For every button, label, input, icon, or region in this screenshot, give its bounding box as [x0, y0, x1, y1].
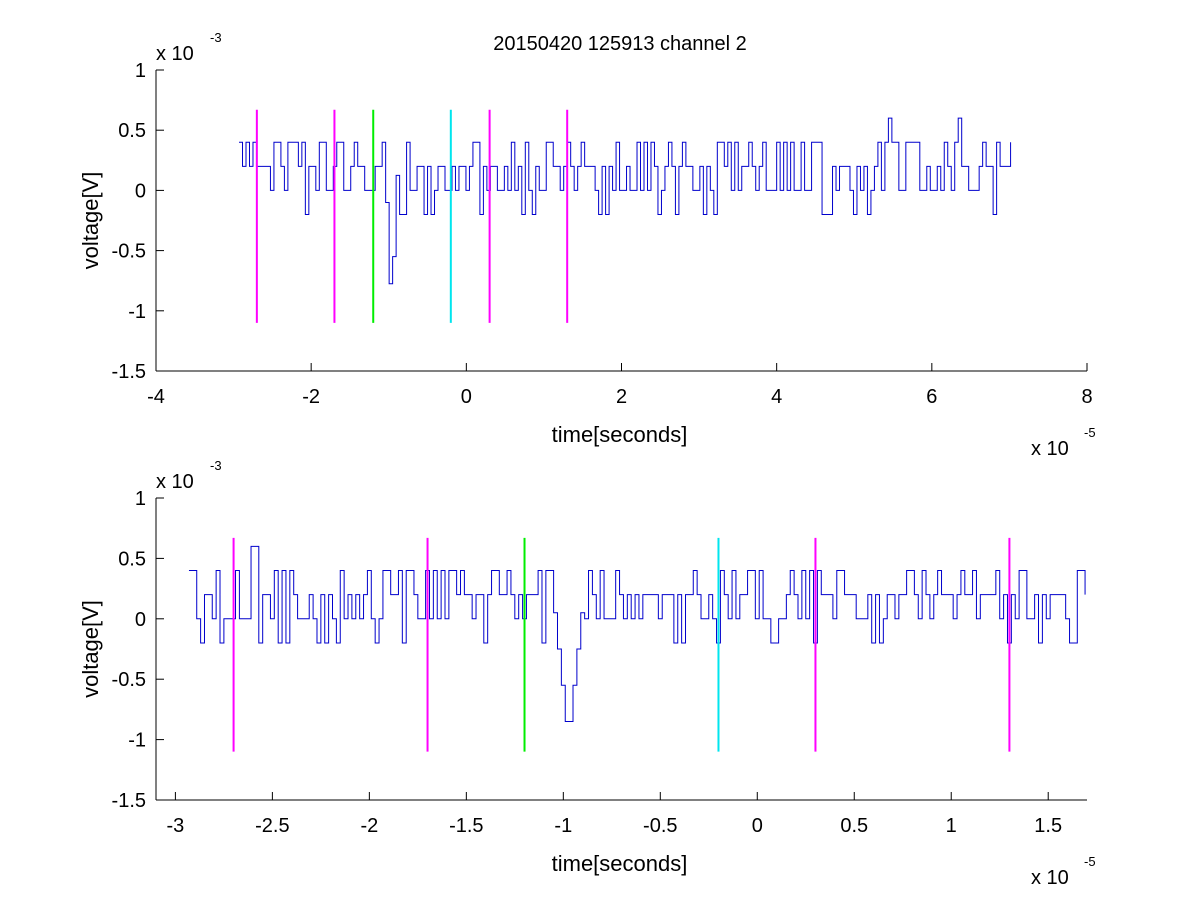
y-axis-label: voltage[V] — [78, 172, 103, 270]
x-tick-label: 4 — [771, 386, 782, 408]
plot-area — [156, 498, 1087, 800]
x-tick-label: -4 — [147, 386, 165, 408]
y-tick-label: 1 — [135, 60, 146, 82]
x-tick-label: 0.5 — [840, 815, 868, 837]
x-tick-label: 6 — [926, 386, 937, 408]
y-tick-label: 0.5 — [118, 120, 146, 142]
x-tick-label: -1.5 — [449, 815, 483, 837]
y-exponent-sup: -3 — [210, 30, 222, 45]
y-tick-label: -1.5 — [112, 361, 146, 383]
x-exponent-sup: -5 — [1084, 854, 1096, 869]
x-tick-label: 0 — [752, 815, 763, 837]
y-tick-label: 0 — [135, 180, 146, 202]
y-axis-label: voltage[V] — [78, 600, 103, 698]
y-tick-label: 0.5 — [118, 548, 146, 570]
x-tick-label: -1 — [554, 815, 572, 837]
y-exponent-sup: -3 — [210, 458, 222, 473]
y-exponent-label: x 10 — [156, 471, 194, 493]
figure-title: 20150420 125913 channel 2 — [493, 33, 747, 55]
y-tick-label: -1.5 — [112, 790, 146, 812]
x-tick-label: 1 — [946, 815, 957, 837]
top-plot: 1 0.5 0 -0.5 -1 -1.5-4 -2 0 2 4 6 8 time[seconds] vol… — [78, 30, 1096, 460]
x-tick-label: -2.5 — [255, 815, 289, 837]
x-tick-label: 1.5 — [1034, 815, 1062, 837]
voltage-trace — [239, 117, 1012, 285]
x-tick-label: -3 — [166, 815, 184, 837]
x-tick-label: -2 — [302, 386, 320, 408]
y-tick-label: -1 — [128, 301, 146, 323]
x-exponent-label: x 10 — [1031, 438, 1069, 460]
voltage-trace — [188, 545, 1086, 722]
x-tick-label: -0.5 — [643, 815, 677, 837]
y-tick-label: -0.5 — [112, 241, 146, 263]
y-tick-label: 0 — [135, 609, 146, 631]
x-exponent-sup: -5 — [1084, 425, 1096, 440]
x-tick-label: -2 — [360, 815, 378, 837]
x-tick-label: 2 — [616, 386, 627, 408]
x-tick-label: 0 — [461, 386, 472, 408]
y-tick-label: 1 — [135, 488, 146, 510]
x-axis-label: time[seconds] — [552, 851, 688, 876]
x-tick-label: 8 — [1081, 386, 1092, 408]
plot-area — [156, 70, 1087, 371]
y-exponent-label: x 10 — [156, 43, 194, 65]
y-tick-label: -0.5 — [112, 669, 146, 691]
y-tick-label: -1 — [128, 730, 146, 752]
bottom-plot: 1 0.5 0 -0.5 -1 -1.5 -3 -2.5 -2 -1.5 -1 -0.5 0 0.5 1 1.… — [78, 458, 1096, 889]
x-axis-label: time[seconds] — [552, 422, 688, 447]
x-exponent-label: x 10 — [1031, 867, 1069, 889]
